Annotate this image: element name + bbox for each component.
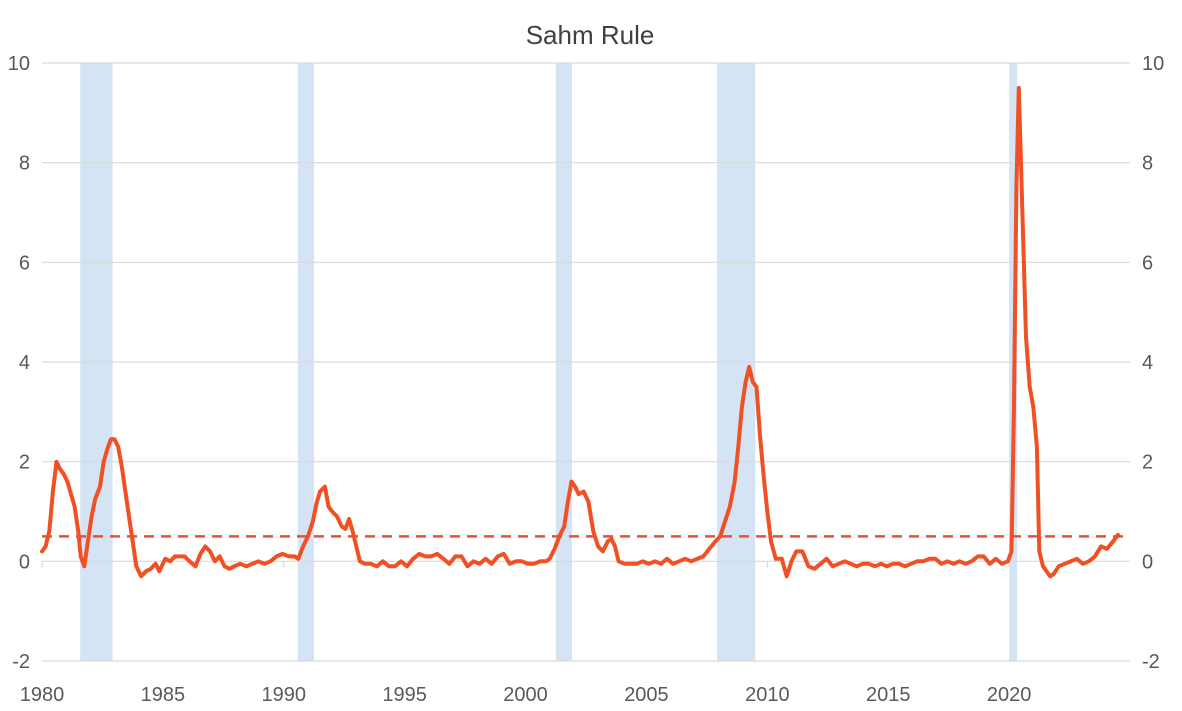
y-axis-right: -2 0 2 4 6 8 10 <box>1142 53 1164 673</box>
y-tick-left-0: 0 <box>19 551 30 573</box>
y-tick-right-6: 6 <box>1142 252 1153 274</box>
y-tick-left-10: 10 <box>8 53 30 75</box>
x-tick-2015: 2015 <box>866 684 911 706</box>
y-tick-right-4: 4 <box>1142 352 1153 374</box>
chart-title: Sahm Rule <box>526 20 655 50</box>
y-tick-left-4: 4 <box>19 352 30 374</box>
x-tick-1980: 1980 <box>20 684 65 706</box>
y-tick-left-6: 6 <box>19 252 30 274</box>
y-tick-left--2: -2 <box>12 651 30 673</box>
y-tick-right-10: 10 <box>1142 53 1164 75</box>
y-tick-right--2: -2 <box>1142 651 1160 673</box>
y-tick-right-2: 2 <box>1142 452 1153 474</box>
y-tick-left-8: 8 <box>19 153 30 175</box>
x-tick-2005: 2005 <box>624 684 669 706</box>
x-tick-1990: 1990 <box>262 684 307 706</box>
sahm-rule-series-line <box>40 85 1120 579</box>
x-tick-2000: 2000 <box>503 684 548 706</box>
y-axis-left: -2 0 2 4 6 8 10 <box>8 53 30 673</box>
y-tick-left-2: 2 <box>19 452 30 474</box>
x-tick-2020: 2020 <box>987 684 1032 706</box>
x-axis: 1980 1985 1990 1995 2000 2005 2010 2015 2020 <box>20 561 1032 706</box>
y-tick-right-8: 8 <box>1142 153 1153 175</box>
x-tick-1985: 1985 <box>141 684 186 706</box>
gridlines <box>42 62 1130 662</box>
x-tick-1995: 1995 <box>382 684 427 706</box>
y-tick-right-0: 0 <box>1142 551 1153 573</box>
x-tick-2010: 2010 <box>745 684 790 706</box>
